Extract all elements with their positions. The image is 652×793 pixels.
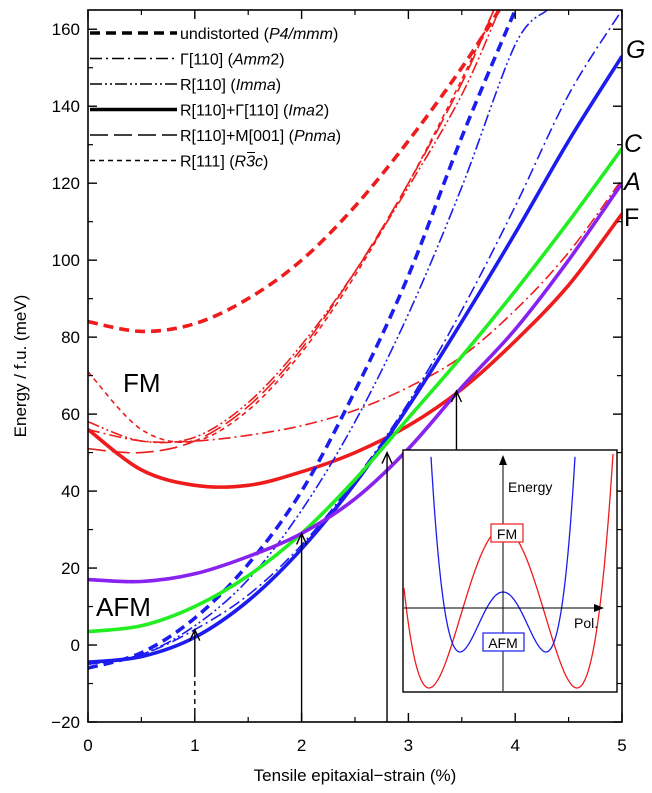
inset-fm-box: [490, 523, 524, 543]
arrow-head: [450, 389, 463, 403]
annotation-afm: AFM: [96, 592, 151, 622]
x-tick-label: 5: [617, 736, 626, 755]
arrow-head: [381, 450, 393, 464]
legend-label: R[110] (Imma): [180, 77, 281, 94]
curve-label-a: A: [622, 168, 641, 196]
inset-afm-box: [482, 632, 525, 652]
y-tick-label: 80: [61, 328, 80, 347]
series-line-5: [88, 212, 622, 489]
y-tick-label: 20: [61, 559, 80, 578]
series-line-1: [88, 178, 622, 443]
arrows: [189, 389, 463, 722]
series-line-0: [88, 10, 501, 334]
legend-label: R[110]+M[001] (Pnma): [180, 128, 341, 145]
y-tick-label: 60: [61, 405, 80, 424]
inset-fm-label: FM: [497, 526, 517, 542]
x-tick-label: 3: [404, 736, 413, 755]
curve-labels: G C A F: [622, 36, 645, 232]
inset-afm-label: AFM: [488, 635, 518, 651]
inset-y-arrowhead: [499, 455, 507, 465]
y-tick-label: −20: [51, 713, 80, 732]
curve-label-g: G: [626, 36, 645, 64]
inset-y-label: Energy: [508, 479, 552, 495]
inset-frame: [402, 449, 618, 693]
legend-label: undistorted (P4/mmm): [180, 26, 338, 43]
x-tick-label: 1: [190, 736, 199, 755]
legend: undistorted (P4/mmm) Γ[110] (Amm2) R[110] …: [90, 26, 341, 171]
series-line-8: [88, 10, 548, 666]
y-tick-label: 0: [71, 636, 80, 655]
legend-label: R[111] (R3c): [180, 154, 268, 171]
y-tick-label: 100: [52, 251, 80, 270]
arrow-head: [189, 627, 201, 641]
y-axis-label: Energy / f.u. (meV): [11, 295, 30, 438]
series-line-3: [88, 10, 495, 454]
y-tick-label: 40: [61, 482, 80, 501]
plot-frame: [87, 9, 623, 723]
y-tick-label: 140: [52, 97, 80, 116]
series-line-10: [88, 147, 622, 634]
x-axis-label: Tensile epitaxial−strain (%): [254, 766, 457, 785]
series-line-4: [88, 10, 495, 444]
y-tick-label: 120: [52, 174, 80, 193]
legend-label: Γ[110] (Amm2): [180, 52, 285, 69]
arrow-head: [295, 531, 308, 545]
inset-x-label: Pol.: [574, 615, 598, 631]
y-tick-label: 160: [52, 20, 80, 39]
series-line-2: [88, 10, 500, 444]
inset: Energy Pol. FM AFM: [402, 449, 618, 693]
series-line-6: [88, 10, 517, 670]
x-tick-label: 2: [297, 736, 306, 755]
curve-label-c: C: [624, 130, 643, 158]
legend-label: R[110]+Γ[110] (Ima2): [180, 103, 329, 120]
annotation-fm: FM: [123, 368, 161, 398]
x-tick-label: 0: [83, 736, 92, 755]
curve-label-f: F: [624, 204, 639, 232]
inset-x-arrowhead: [594, 604, 604, 612]
series-line-11: [88, 182, 622, 584]
x-tick-label: 4: [510, 736, 519, 755]
